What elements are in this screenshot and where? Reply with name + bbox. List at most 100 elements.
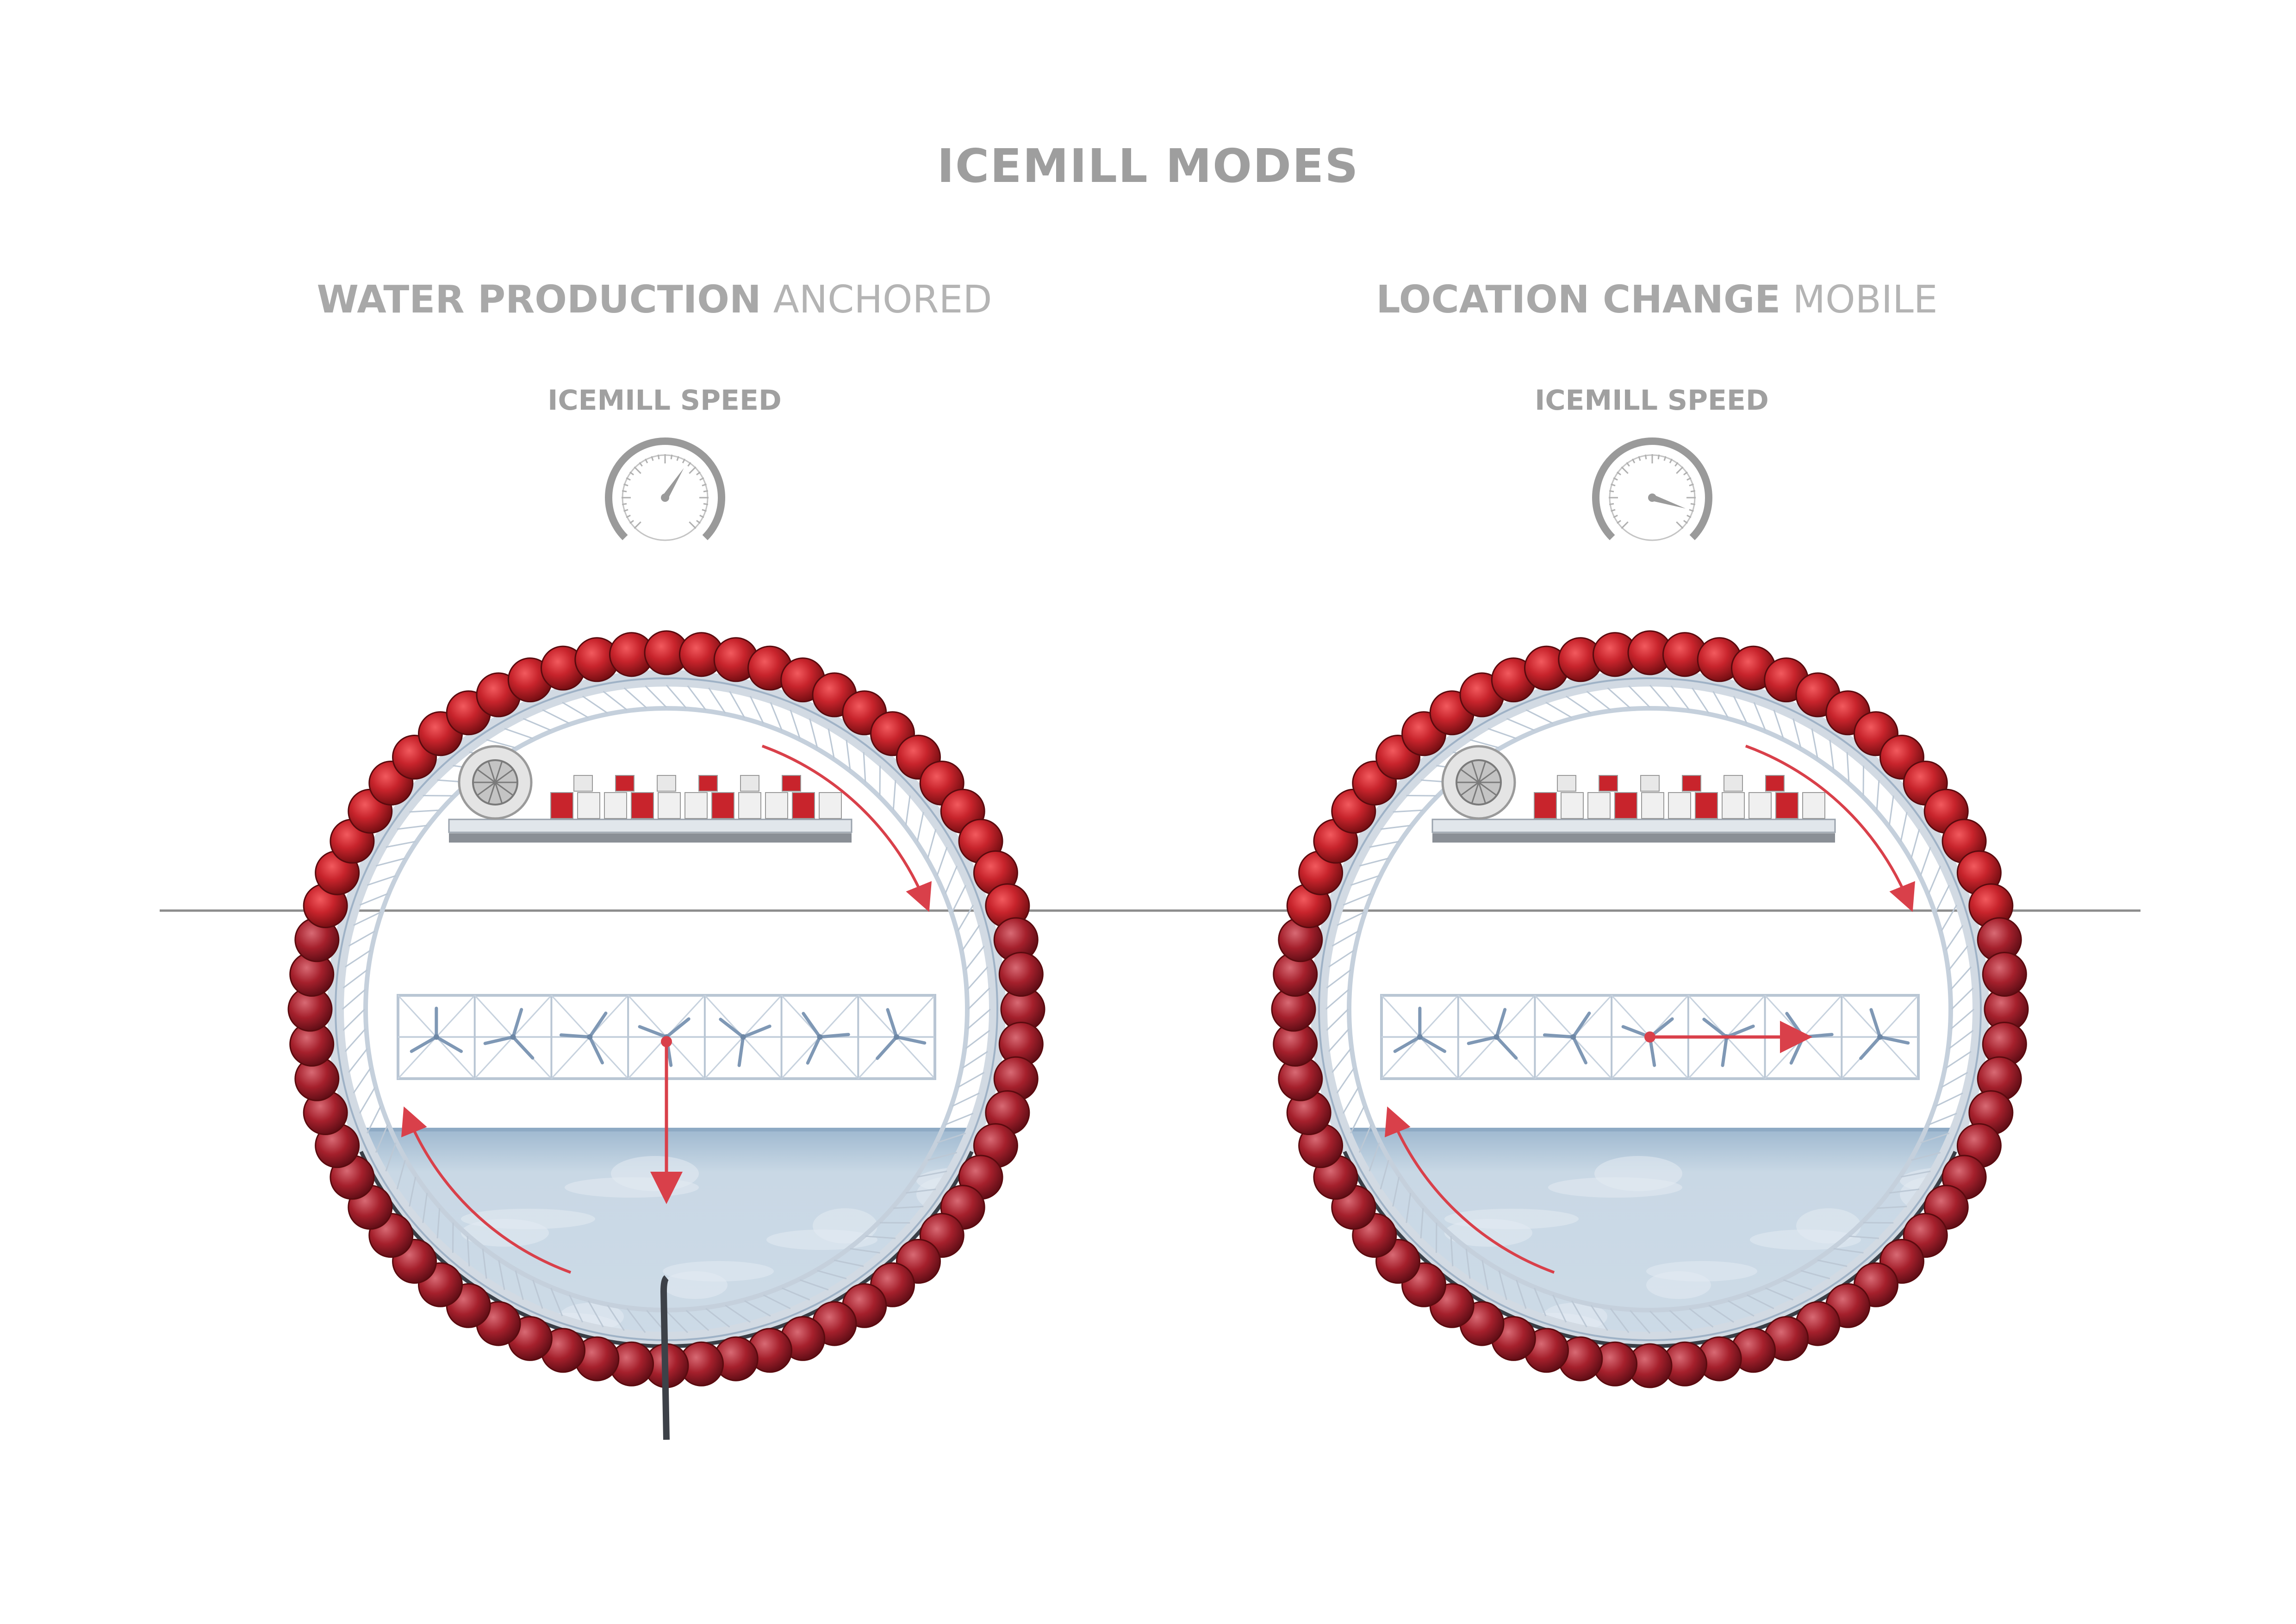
deck-module (1724, 775, 1743, 792)
gauge-tick (1683, 520, 1688, 524)
truss-diagonal (809, 718, 818, 748)
truss-diagonal (409, 809, 440, 813)
truss-diagonal (523, 718, 552, 731)
gauge-tick (670, 454, 673, 460)
ice-texture (409, 1344, 520, 1380)
deck-module (711, 792, 734, 819)
wind-turbine (410, 1006, 463, 1053)
turbine-blade (1571, 1035, 1587, 1065)
truss-diagonal (1733, 696, 1748, 724)
ice-texture (461, 1219, 549, 1247)
turbine-hub (1493, 1034, 1500, 1040)
deck-modules (550, 775, 842, 819)
truss-diagonal (705, 1308, 730, 1328)
truss-diagonal (348, 930, 375, 947)
generator-spoke (1478, 768, 1497, 783)
gauge-tick (1676, 466, 1684, 474)
truss-diagonal (482, 1249, 487, 1279)
truss-diagonal (749, 696, 764, 724)
turbine-hub (1417, 1034, 1423, 1040)
turbine-blade (588, 1035, 604, 1065)
truss-diagonal (532, 1280, 543, 1309)
truss-diagonal (386, 841, 416, 848)
truss-diagonal (1435, 1223, 1437, 1253)
turbine-hub (740, 1034, 746, 1040)
truss-diagonal (936, 847, 948, 876)
truss-diagonal (367, 875, 396, 886)
truss-diagonal (1649, 685, 1670, 709)
ice-texture (1321, 1282, 1382, 1302)
deck-module (1534, 792, 1557, 819)
truss-diagonal (1342, 1087, 1359, 1114)
truss-diagonal (375, 857, 405, 867)
icemill-location-change (1271, 630, 2029, 1388)
truss-diagonal (1332, 1048, 1351, 1073)
truss-diagonal (1369, 841, 1400, 848)
truss-diagonal (666, 685, 687, 709)
truss-diagonal (799, 1279, 829, 1291)
generator-spoke (1478, 782, 1487, 804)
truss-diagonal (1571, 1300, 1587, 1328)
gauge-tick (644, 458, 648, 463)
truss-diagonal (486, 739, 516, 749)
ice-texture (1444, 1219, 1532, 1247)
deck-beam (1432, 833, 1835, 843)
truss-diagonal (1948, 1030, 1974, 1049)
truss-diagonal (729, 691, 746, 718)
truss-diagonal (1534, 1287, 1547, 1317)
truss-diagonal (1950, 966, 1972, 990)
anchor-cable (660, 1275, 670, 1440)
gauge-tick (1638, 456, 1641, 461)
ice-texture (1548, 1177, 1682, 1198)
turbine-hub (1570, 1034, 1576, 1040)
turbine-blade (435, 1035, 463, 1053)
truss-diagonal (603, 691, 628, 711)
generator-spoke (487, 761, 496, 783)
deck-module (819, 792, 842, 819)
truss-diagonal (1910, 829, 1920, 859)
gauge-tick (622, 490, 627, 493)
truss-diagonal (1392, 1176, 1400, 1207)
truss-diagonal (1525, 709, 1554, 724)
truss-diagonal (1862, 765, 1865, 796)
truss-diagonal (1889, 1188, 1920, 1194)
turbine-blade (665, 1017, 691, 1039)
ice-texture (766, 1230, 877, 1250)
truss-diagonal (790, 709, 801, 739)
truss-diagonal (906, 1188, 936, 1194)
gauge-tick (629, 471, 634, 475)
truss-diagonal (965, 945, 985, 970)
truss-diagonal (1393, 809, 1423, 813)
mode-name: WATER PRODUCTION (317, 278, 761, 322)
truss-diagonal (1380, 824, 1411, 830)
rotation-arrow-lower (401, 1106, 572, 1274)
gauge-tick (696, 471, 701, 475)
deck-module (1802, 792, 1825, 819)
deck-module (550, 792, 573, 819)
gauge-hub (661, 493, 669, 502)
deck-module (1614, 792, 1637, 819)
deck-module (765, 792, 788, 819)
truss-diagonal (1337, 912, 1365, 926)
ice-texture (1393, 1344, 1504, 1380)
truss-diagonal (1328, 949, 1355, 968)
gauge-tick (623, 509, 628, 512)
gauge-tick (696, 520, 701, 524)
truss-diagonal (725, 1305, 751, 1323)
gauge-tick (1611, 483, 1616, 487)
gauge-tick (1690, 503, 1696, 506)
ice-texture (338, 1282, 399, 1302)
truss-diagonal (1516, 1280, 1527, 1309)
ice-texture (409, 1366, 474, 1386)
generator-spoke (1471, 782, 1480, 804)
truss-diagonal (1406, 1193, 1412, 1223)
gauge-arc (1592, 437, 1712, 540)
truss-diagonal (1336, 1068, 1355, 1094)
truss-diagonal (763, 1294, 791, 1310)
generator-spoke (1460, 781, 1479, 796)
truss-diagonal (1649, 1310, 1672, 1333)
truss-diagonal (1552, 1294, 1567, 1323)
truss-diagonal (1783, 1279, 1812, 1291)
turbine-blade (410, 1035, 438, 1053)
turbine-hub (587, 1034, 593, 1040)
